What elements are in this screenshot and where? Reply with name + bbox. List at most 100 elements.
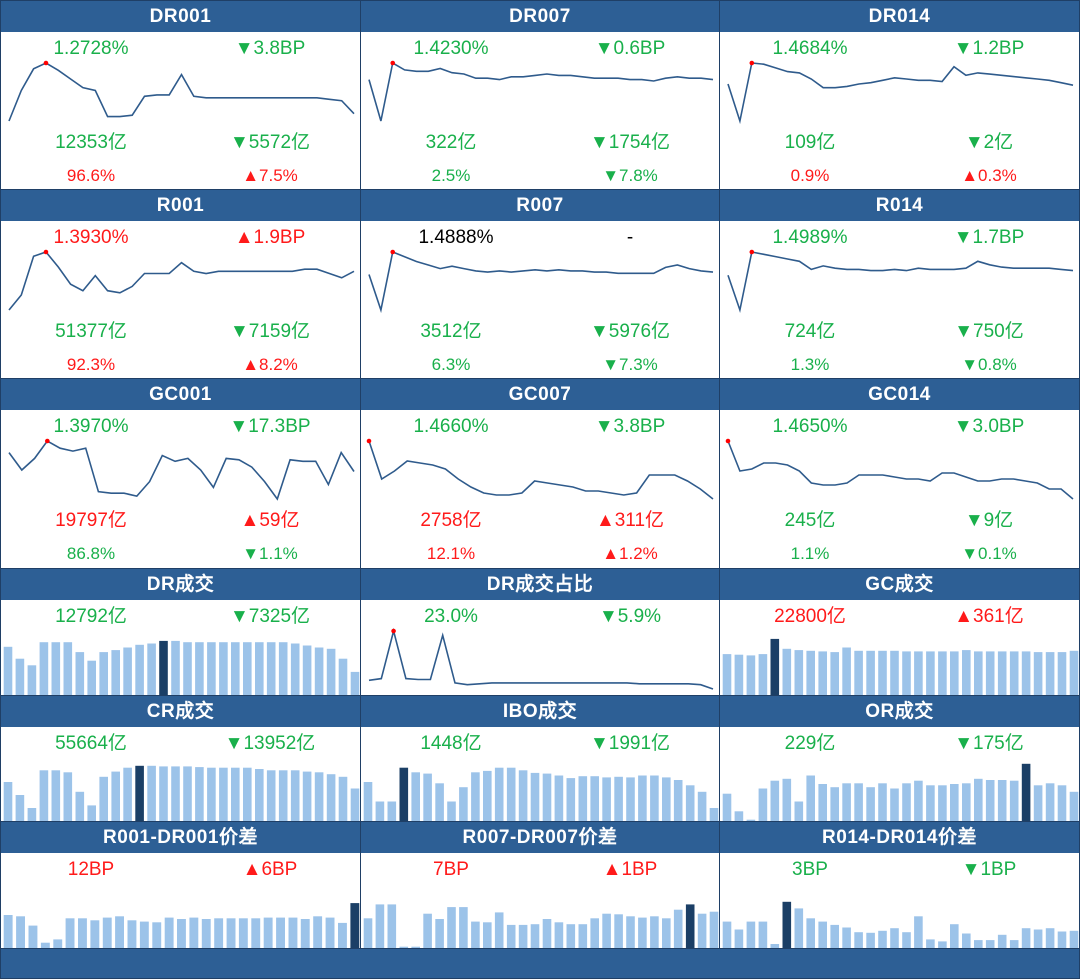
panel-title: DR014	[720, 1, 1079, 32]
bar	[830, 652, 839, 695]
bar	[842, 647, 851, 695]
panel-title: R007	[361, 190, 719, 221]
volume-text: 2758亿	[420, 510, 482, 531]
bar	[673, 909, 683, 948]
bar	[3, 646, 13, 695]
bar	[375, 904, 385, 948]
bar	[985, 651, 995, 695]
panel-dr-share: DR成交占比 23.0% ▼5.9%	[360, 568, 720, 696]
bar	[938, 651, 947, 695]
share-change-text: ▼0.1%	[961, 544, 1017, 563]
bar	[709, 808, 719, 821]
panel-r014-dr014: R014-DR014价差 3BP ▼1BP	[719, 821, 1080, 949]
bar	[219, 642, 228, 695]
rate-change-text: ▲361亿	[954, 606, 1024, 627]
panel-gc014: GC014 1.4650% ▼3.0BP 245亿 ▼9亿 1.1% ▼0.1%	[719, 378, 1080, 569]
bar	[87, 660, 96, 695]
bar	[566, 924, 576, 948]
bar	[746, 819, 756, 821]
bar	[866, 650, 875, 695]
bar	[890, 928, 899, 948]
volume-change-text: ▼9亿	[964, 510, 1014, 531]
peak-marker	[749, 249, 755, 255]
bar	[542, 919, 552, 948]
bar	[164, 917, 174, 948]
share-text: 2.5%	[431, 166, 471, 185]
series-line	[8, 62, 355, 122]
volume-text: 51377亿	[55, 321, 127, 342]
peak-marker	[43, 249, 49, 255]
bar	[3, 782, 13, 821]
rate-change-text: ▲1.9BP	[234, 227, 306, 248]
rate-change-text: -	[626, 227, 634, 248]
bar	[75, 791, 85, 821]
chart-r001	[8, 249, 355, 311]
volume-text: 724亿	[784, 321, 836, 342]
bar	[518, 924, 528, 948]
panel-title: CR成交	[1, 696, 360, 727]
bar	[266, 642, 276, 695]
peak-marker	[749, 60, 755, 66]
bar	[685, 785, 695, 821]
panel-cr-vol: CR成交 55664亿 ▼13952亿	[0, 695, 361, 822]
bar	[914, 780, 923, 821]
share-text: 86.8%	[66, 544, 116, 563]
bar	[878, 783, 887, 821]
rate-text: 55664亿	[55, 733, 127, 754]
bar	[195, 767, 204, 821]
bar	[938, 785, 947, 821]
bar	[1069, 791, 1079, 821]
bar	[15, 795, 25, 821]
bar	[758, 654, 768, 695]
rate-change-text: ▼0.6BP	[594, 38, 666, 59]
bar	[722, 654, 732, 695]
bar	[435, 919, 444, 948]
bar	[697, 913, 707, 948]
bar	[171, 640, 180, 695]
bar	[152, 922, 162, 948]
chart-dr-vol	[3, 640, 360, 695]
peak-marker	[45, 438, 50, 444]
peak-marker	[366, 438, 372, 444]
chart-r007	[368, 249, 714, 314]
series-line	[727, 440, 1074, 500]
bar	[890, 650, 899, 695]
volume-change-text: ▲311亿	[595, 510, 665, 531]
bar	[962, 783, 971, 821]
bar	[902, 783, 911, 821]
bar	[219, 767, 228, 821]
footer-bar	[0, 948, 1080, 979]
share-text: 6.3%	[431, 355, 471, 374]
bar	[75, 652, 85, 695]
bar	[483, 770, 492, 821]
volume-text: 12353亿	[55, 132, 127, 153]
bar	[350, 788, 360, 821]
bar	[135, 644, 144, 695]
series-line	[368, 250, 714, 314]
bar	[950, 924, 959, 948]
series-line	[368, 627, 714, 690]
share-text: 96.6%	[66, 166, 116, 185]
bar	[770, 780, 780, 821]
bar	[1045, 783, 1055, 821]
bar	[266, 770, 276, 821]
volume-change-text: ▼5976亿	[589, 321, 671, 342]
bar	[159, 766, 168, 821]
rate-text: 7BP	[433, 859, 469, 880]
bar	[326, 774, 336, 821]
series-line	[8, 439, 355, 501]
bar	[231, 767, 240, 821]
bar	[926, 939, 935, 948]
bar	[614, 914, 623, 948]
bar	[171, 766, 180, 821]
bar	[842, 927, 851, 948]
bar	[854, 650, 863, 695]
bar-latest	[350, 903, 360, 948]
bar	[16, 916, 25, 948]
volume-text: 109亿	[784, 132, 836, 153]
panel-title: GC成交	[720, 569, 1079, 600]
chart-gc014	[725, 438, 1074, 500]
rate-change-text: ▼7325亿	[229, 606, 311, 627]
bar	[626, 916, 635, 948]
bar	[363, 782, 373, 821]
